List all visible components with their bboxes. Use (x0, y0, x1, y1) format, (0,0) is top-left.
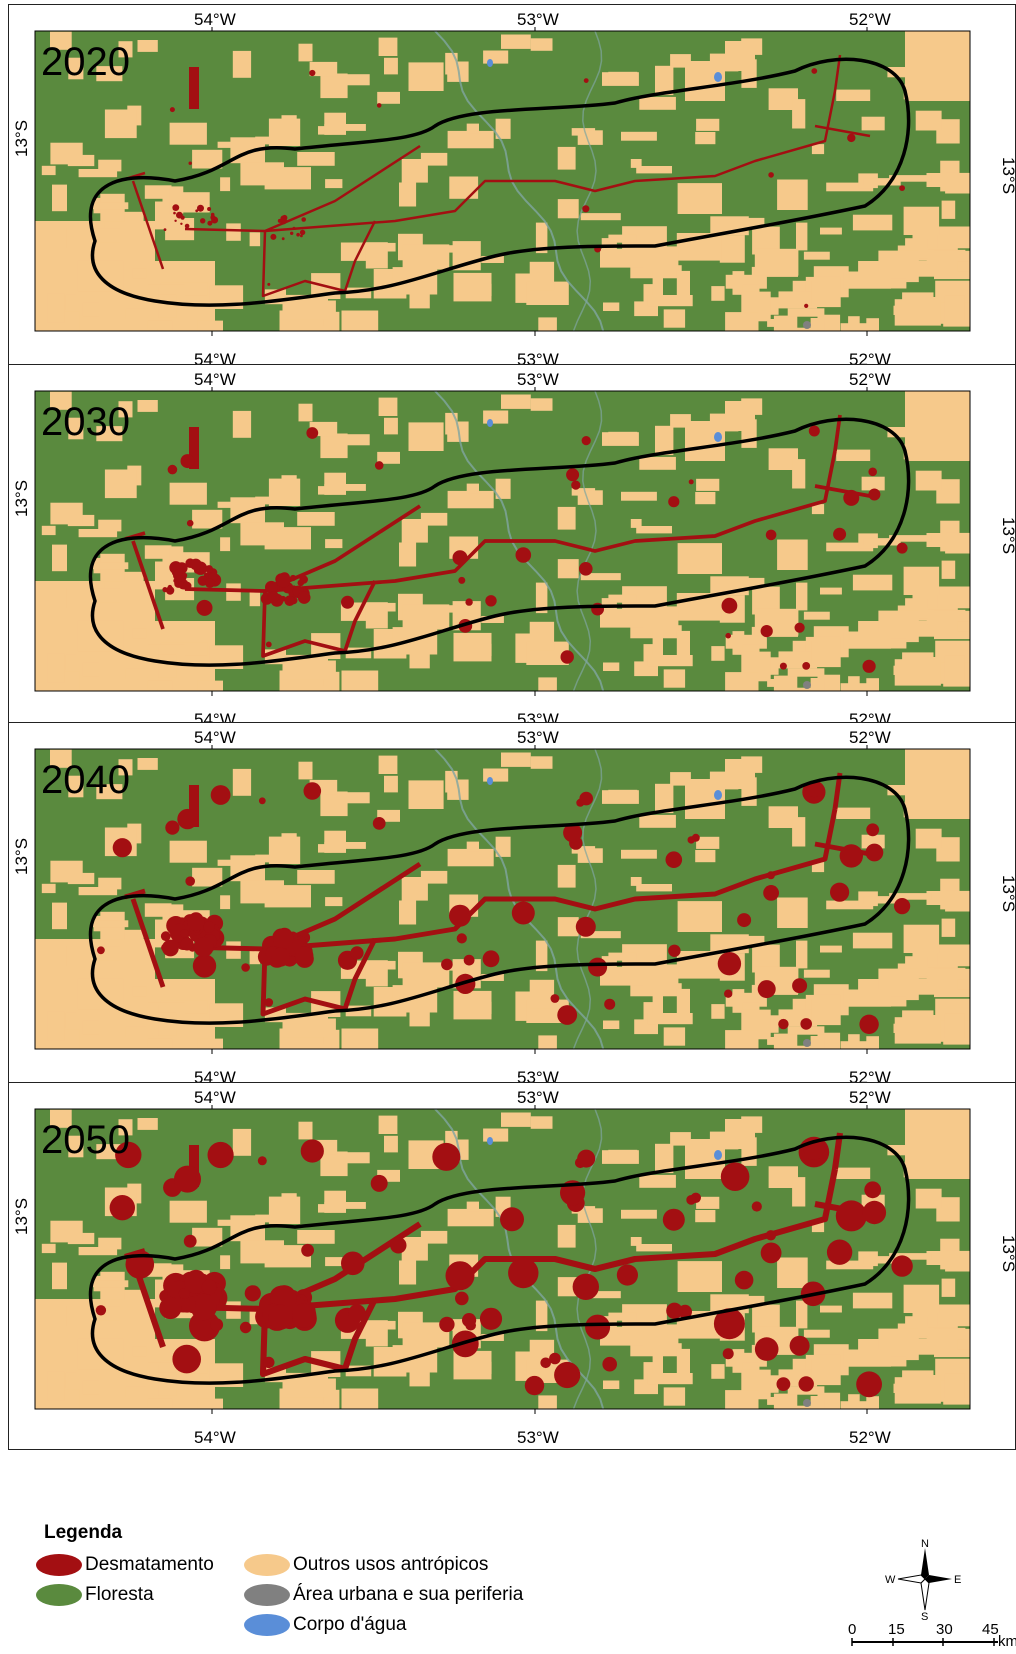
legend-item-corpo-dagua: Corpo d'água (244, 1614, 407, 1636)
legend-swatch-outros-usos (244, 1554, 290, 1576)
lon-tick-top-0: 54°W (194, 728, 236, 747)
lon-tick-bottom-1: 53°W (517, 1428, 559, 1447)
legend: Legenda Desmatamento Floresta Outros uso… (36, 1520, 596, 1650)
lon-tick-top-2: 52°W (849, 728, 891, 747)
compass-w: W (885, 1574, 896, 1586)
north-arrow-compass-icon: N S E W (885, 1538, 961, 1620)
compass-n: N (921, 1538, 929, 1550)
lon-tick-top-1: 53°W (517, 1088, 559, 1107)
year-label-2050: 2050 (41, 1118, 130, 1162)
lon-tick-bottom-0: 54°W (194, 1428, 236, 1447)
compass-e: E (954, 1574, 961, 1586)
year-label-2020: 2020 (41, 40, 130, 84)
legend-item-area-urbana: Área urbana e sua periferia (244, 1584, 523, 1606)
map-frame-2020 (35, 31, 970, 331)
lat-tick-left: 13°S (12, 1198, 31, 1235)
lon-tick-top-1: 53°W (517, 728, 559, 747)
map-panel-2020: 54°W 54°W 53°W 53°W 52°W 52°W 13°S 13°S 2020 (8, 4, 1016, 372)
map-frame-2040 (35, 749, 970, 1049)
scale-label-0: 0 (848, 1621, 856, 1638)
lon-tick-top-2: 52°W (849, 10, 891, 29)
lat-tick-right: 13°S (999, 517, 1016, 554)
legend-swatch-corpo-dagua (244, 1614, 290, 1636)
lon-tick-top-2: 52°W (849, 1088, 891, 1107)
lon-tick-top-0: 54°W (194, 10, 236, 29)
map-panel-2050: 54°W 54°W 53°W 53°W 52°W 52°W 13°S 13°S 2050 (8, 1082, 1016, 1450)
lon-tick-top-0: 54°W (194, 370, 236, 389)
year-label-2030: 2030 (41, 400, 130, 444)
map-frame-2050 (35, 1109, 970, 1409)
legend-title: Legenda (44, 1522, 123, 1543)
legend-swatch-area-urbana (244, 1584, 290, 1606)
legend-label-floresta: Floresta (85, 1584, 154, 1605)
scale-unit: km (998, 1633, 1016, 1650)
legend-swatch-desmatamento (36, 1554, 82, 1576)
legend-swatch-floresta (36, 1584, 82, 1606)
scale-label-30: 30 (936, 1621, 953, 1638)
map-frame-2030 (35, 391, 970, 691)
compass-s: S (921, 1611, 928, 1620)
lon-tick-top-2: 52°W (849, 370, 891, 389)
legend-item-floresta: Floresta (36, 1584, 154, 1606)
legend-label-desmatamento: Desmatamento (85, 1554, 214, 1575)
legend-label-corpo-dagua: Corpo d'água (293, 1614, 407, 1635)
lat-tick-right: 13°S (999, 157, 1016, 194)
map-panel-2030: 54°W 54°W 53°W 53°W 52°W 52°W 13°S 13°S 2030 (8, 364, 1016, 732)
lon-tick-top-1: 53°W (517, 370, 559, 389)
map-panel-2040: 54°W 54°W 53°W 53°W 52°W 52°W 13°S 13°S 2040 (8, 722, 1016, 1090)
lat-tick-right: 13°S (999, 1235, 1016, 1272)
lat-tick-left: 13°S (12, 838, 31, 875)
legend-item-desmatamento: Desmatamento (36, 1554, 214, 1576)
scale-bar: 0 15 30 45 km (848, 1621, 1016, 1650)
scale-label-45: 45 (982, 1621, 999, 1638)
lat-tick-right: 13°S (999, 875, 1016, 912)
lon-tick-bottom-2: 52°W (849, 1428, 891, 1447)
lon-tick-top-0: 54°W (194, 1088, 236, 1107)
map-svg-2050: 54°W 54°W 53°W 53°W 52°W 52°W 13°S 13°S 2050 (12, 1088, 1016, 1447)
legend-label-outros-usos: Outros usos antrópicos (293, 1554, 489, 1575)
legend-item-outros-usos: Outros usos antrópicos (244, 1554, 488, 1576)
lat-tick-left: 13°S (12, 480, 31, 517)
scale-label-15: 15 (888, 1621, 905, 1638)
lon-tick-top-1: 53°W (517, 10, 559, 29)
map-panels: 54°W 54°W 53°W 53°W 52°W 52°W 13°S 13°S 2020 54°W… (8, 4, 1016, 1450)
legend-label-area-urbana: Área urbana e sua periferia (293, 1584, 524, 1605)
year-label-2040: 2040 (41, 758, 130, 802)
lat-tick-left: 13°S (12, 120, 31, 157)
